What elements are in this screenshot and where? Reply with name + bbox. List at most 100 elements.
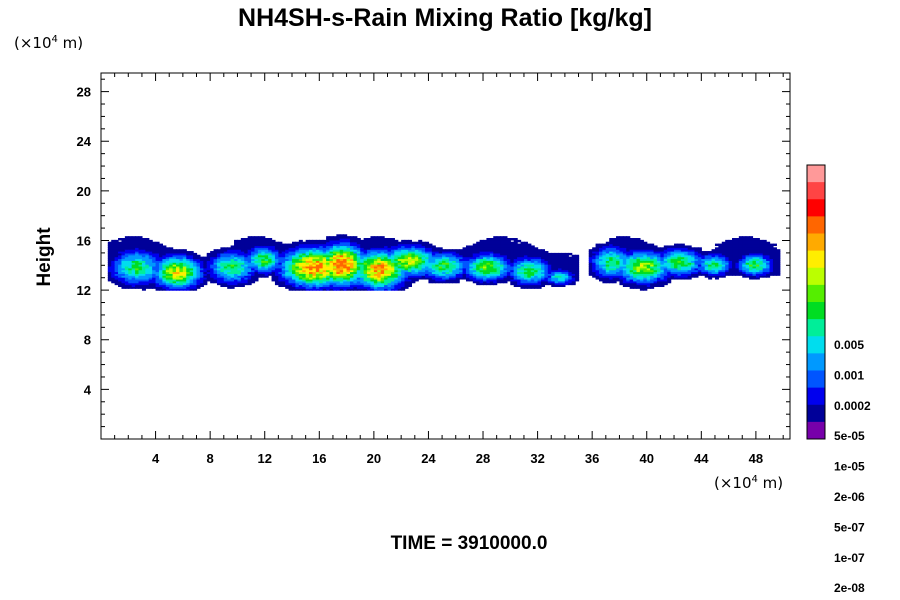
field-cell (755, 247, 760, 250)
field-cell (663, 258, 668, 261)
field-cell (227, 256, 232, 260)
field-cell (216, 252, 221, 256)
field-cell (633, 262, 638, 265)
y-unit-exp: 4 (52, 34, 58, 45)
field-cell (428, 256, 433, 260)
field-cell (667, 256, 672, 260)
y-tick-label: 16 (77, 233, 91, 248)
field-cell (107, 249, 112, 252)
field-cell (128, 254, 133, 258)
field-cell (367, 254, 372, 258)
field-cell (636, 256, 641, 260)
field-cell (465, 265, 470, 269)
field-cell (411, 262, 416, 265)
field-cell (609, 245, 614, 248)
field-cell (643, 245, 648, 248)
field-cell (605, 258, 610, 261)
field-cell (711, 260, 716, 263)
field-cell (353, 275, 358, 278)
field-cell (558, 260, 563, 263)
field-cell (749, 277, 754, 280)
field-cell (483, 267, 488, 271)
field-cell (349, 286, 355, 289)
field-cell (414, 277, 419, 280)
field-cell (534, 277, 539, 280)
field-cell (493, 243, 498, 247)
field-cell (387, 254, 392, 258)
field-cell (496, 267, 501, 271)
field-cell (373, 267, 378, 271)
field-cell (292, 252, 297, 256)
field-cell (295, 278, 300, 282)
field-cell (332, 273, 337, 276)
field-cell (592, 254, 597, 258)
field-cell (564, 254, 569, 258)
field-cell (503, 277, 508, 280)
field-cell (534, 247, 539, 250)
field-cell (349, 271, 355, 274)
field-cell (111, 252, 116, 256)
field-cell (513, 241, 518, 245)
field-cell (732, 271, 737, 274)
field-cell (332, 245, 337, 248)
field-cell (575, 273, 580, 276)
field-cell (520, 241, 525, 245)
field-cell (370, 269, 375, 273)
field-cell (377, 284, 382, 287)
field-cell (124, 256, 129, 260)
field-cell (274, 271, 279, 274)
field-cell (547, 282, 552, 286)
field-cell (445, 264, 450, 267)
field-cell (551, 264, 556, 267)
field-cell (493, 278, 498, 282)
field-cell (483, 249, 488, 252)
field-cell (537, 275, 542, 278)
field-cell (302, 260, 307, 263)
field-cell (148, 269, 153, 273)
field-cell (172, 280, 177, 284)
field-cell (701, 273, 706, 276)
field-cell (309, 265, 314, 269)
field-cell (595, 265, 600, 269)
field-cell (285, 282, 290, 286)
field-cell (356, 252, 361, 256)
field-cell (605, 280, 610, 284)
field-cell (346, 260, 351, 263)
field-cell (247, 241, 252, 245)
field-cell (332, 239, 337, 243)
field-cell (141, 278, 146, 282)
field-cell (534, 271, 539, 274)
field-cell (527, 256, 532, 260)
field-cell (551, 267, 556, 271)
field-cell (725, 239, 730, 243)
field-cell (653, 278, 658, 282)
field-cell (616, 247, 621, 250)
field-cell (336, 254, 341, 258)
field-cell (295, 262, 300, 265)
field-cell (541, 260, 546, 263)
field-cell (643, 262, 648, 265)
field-cell (691, 260, 696, 263)
field-cell (738, 254, 743, 258)
field-cell (493, 265, 498, 269)
field-cell (561, 258, 566, 261)
field-cell (479, 262, 484, 265)
field-cell (633, 269, 638, 273)
field-cell (237, 273, 242, 276)
field-cell (227, 249, 232, 252)
field-cell (121, 284, 126, 287)
field-cell (240, 284, 245, 287)
field-cell (718, 243, 723, 247)
field-cell (176, 278, 181, 282)
field-cell (373, 286, 378, 289)
field-cell (633, 249, 638, 252)
field-cell (633, 265, 638, 269)
field-cell (244, 275, 249, 278)
field-cell (721, 271, 726, 274)
field-cell (336, 234, 341, 237)
field-cell (230, 249, 235, 252)
field-cell (158, 271, 163, 274)
field-cell (346, 288, 351, 291)
field-cell (326, 269, 331, 273)
field-cell (336, 245, 341, 248)
